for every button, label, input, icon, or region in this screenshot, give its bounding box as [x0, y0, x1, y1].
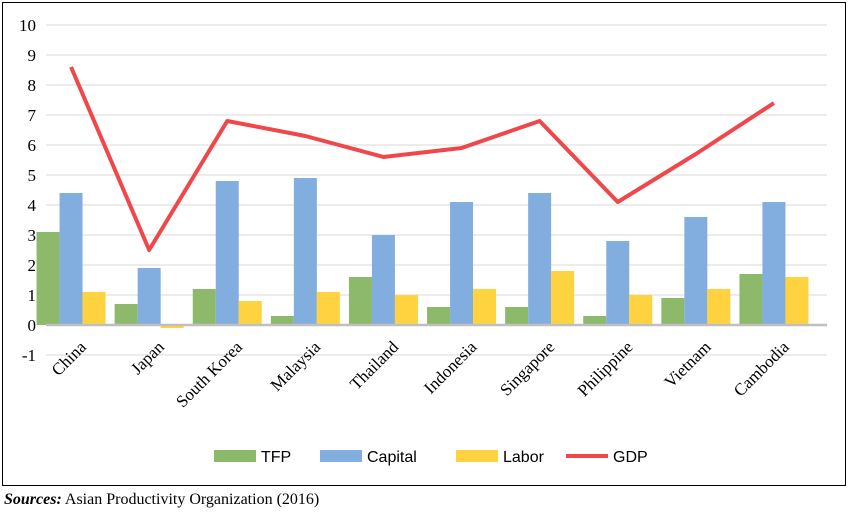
- bar-capital: [606, 241, 630, 325]
- bar-labor: [316, 292, 340, 325]
- source-label: Sources:: [4, 491, 62, 508]
- bar-labor: [160, 325, 184, 328]
- bar-capital: [762, 202, 786, 325]
- y-tick-label: 0: [28, 316, 37, 335]
- bar-labor: [629, 295, 653, 325]
- y-tick-label: 10: [19, 16, 36, 35]
- y-tick-label: 8: [28, 76, 37, 95]
- y-tick-label: 3: [28, 226, 37, 245]
- legend-label-labor: Labor: [503, 449, 545, 466]
- bar-labor: [473, 289, 497, 325]
- bar-capital: [59, 193, 83, 325]
- source-note: Sources: Asian Productivity Organization…: [4, 491, 319, 509]
- bar-capital: [293, 178, 317, 325]
- gdp-line: [69, 66, 776, 252]
- bar-labor: [785, 277, 809, 325]
- bar-tfp: [348, 277, 372, 325]
- x-tick-label: Philippine: [574, 337, 637, 400]
- x-tick-label: Vietnam: [661, 337, 715, 391]
- bar-capital: [215, 181, 239, 325]
- x-tick-label: Thailand: [346, 337, 403, 394]
- bar-labor: [394, 295, 418, 325]
- bar-tfp: [36, 232, 60, 325]
- source-text: Asian Productivity Organization (2016): [61, 491, 320, 508]
- x-tick-label: Indonesia: [420, 337, 480, 397]
- legend-swatch-labor: [456, 450, 498, 462]
- x-tick-label: Malaysia: [267, 337, 325, 395]
- y-tick-label: 1: [28, 286, 37, 305]
- x-tick-label: Japan: [127, 337, 168, 378]
- legend-label-tfp: TFP: [261, 449, 291, 466]
- y-tick-label: 4: [28, 196, 37, 215]
- legend-swatch-tfp: [214, 450, 256, 462]
- bar-tfp: [583, 316, 607, 325]
- legend-label-gdp: GDP: [613, 449, 648, 466]
- bar-capital: [684, 217, 708, 325]
- y-tick-label: 6: [28, 136, 37, 155]
- bar-capital: [450, 202, 474, 325]
- legend-label-capital: Capital: [367, 449, 417, 466]
- bar-tfp: [505, 307, 529, 325]
- bar-labor: [238, 301, 262, 325]
- bar-tfp: [114, 304, 138, 325]
- bar-tfp: [661, 298, 685, 325]
- bar-tfp: [427, 307, 451, 325]
- x-tick-label: South Korea: [172, 337, 246, 411]
- y-tick-label: 7: [28, 106, 37, 125]
- legend-swatch-capital: [320, 450, 362, 462]
- bar-tfp: [192, 289, 216, 325]
- bar-tfp: [739, 274, 763, 325]
- bar-tfp: [270, 316, 294, 325]
- bar-labor: [82, 292, 106, 325]
- bar-labor: [551, 271, 575, 325]
- x-tick-label: Singapore: [496, 337, 558, 399]
- bar-capital: [528, 193, 552, 325]
- x-tick-label: China: [48, 337, 90, 379]
- bar-labor: [707, 289, 731, 325]
- x-tick-label: Cambodia: [730, 337, 793, 400]
- y-tick-label: -1: [22, 346, 36, 365]
- y-tick-label: 9: [28, 46, 37, 65]
- bar-capital: [371, 235, 395, 325]
- y-tick-label: 2: [28, 256, 37, 275]
- y-tick-label: 5: [28, 166, 37, 185]
- bar-capital: [137, 268, 161, 325]
